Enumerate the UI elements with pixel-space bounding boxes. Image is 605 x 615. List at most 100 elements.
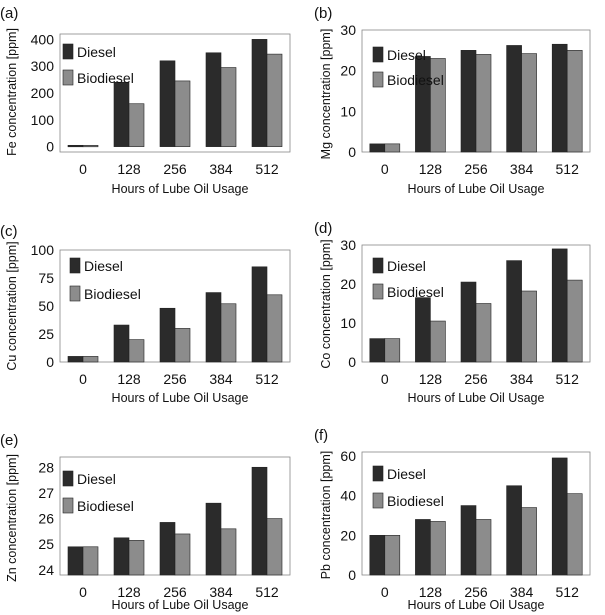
legend-swatch-diesel xyxy=(62,470,74,487)
y-tick-label: 100 xyxy=(31,112,55,128)
bar-biodiesel-256 xyxy=(174,328,191,363)
legend-swatch-diesel xyxy=(372,257,384,274)
x-tick-label: 0 xyxy=(79,584,87,600)
x-axis-title: Hours of Lube Oil Usage xyxy=(112,182,249,196)
y-tick-label: 0 xyxy=(46,139,54,155)
legend-label-diesel: Diesel xyxy=(77,471,116,487)
legend-swatch-diesel xyxy=(372,46,384,63)
bar-diesel-0 xyxy=(67,144,84,148)
x-tick-label: 256 xyxy=(163,371,187,387)
x-tick-label: 0 xyxy=(381,371,389,387)
y-axis-title: Pb concentration [ppm] xyxy=(319,451,333,580)
bar-biodiesel-128 xyxy=(430,521,446,576)
bar-diesel-256 xyxy=(460,281,477,363)
y-axis-title: Co concentration [ppm] xyxy=(319,239,333,368)
bar-diesel-0 xyxy=(369,338,386,363)
y-tick-label: 28 xyxy=(38,459,54,475)
panel-label: (c) xyxy=(0,223,18,240)
bar-biodiesel-0 xyxy=(384,535,401,576)
x-tick-label: 512 xyxy=(556,371,580,387)
bar-diesel-0 xyxy=(67,356,84,363)
x-tick-label: 256 xyxy=(464,161,488,177)
y-tick-label: 30 xyxy=(340,237,356,253)
chart-panel-f: (f) Pb concentration [ppm] 0 20 40 60 0 128 256 3… xyxy=(314,427,591,612)
legend-swatch-biodiesel xyxy=(62,69,74,86)
panel-label: (b) xyxy=(314,5,332,22)
bar-diesel-128 xyxy=(415,519,431,576)
bar-biodiesel-384 xyxy=(521,507,537,576)
bar-diesel-256 xyxy=(159,307,176,363)
x-tick-label: 256 xyxy=(464,584,488,600)
bar-diesel-512 xyxy=(251,39,268,147)
y-tick-label: 0 xyxy=(348,144,356,160)
y-tick-label: 25 xyxy=(38,326,54,342)
x-tick-label: 384 xyxy=(510,371,534,387)
bar-biodiesel-256 xyxy=(475,54,492,153)
legend-label-diesel: Diesel xyxy=(387,47,426,63)
y-axis-title: Fe concentration [ppm] xyxy=(5,28,19,156)
y-tick-label: 20 xyxy=(340,527,356,543)
x-tick-label: 128 xyxy=(419,584,443,600)
bar-diesel-512 xyxy=(551,248,568,363)
legend-label-biodiesel: Biodiesel xyxy=(387,493,444,509)
x-tick-label: 0 xyxy=(381,161,389,177)
bar-biodiesel-512 xyxy=(266,518,283,576)
x-axis-title: Hours of Lube Oil Usage xyxy=(112,391,249,405)
bar-biodiesel-512 xyxy=(566,50,583,153)
bar-diesel-0 xyxy=(369,535,386,576)
x-tick-label: 128 xyxy=(117,161,141,177)
x-tick-label: 128 xyxy=(419,371,443,387)
x-tick-label: 384 xyxy=(510,161,534,177)
legend-label-biodiesel: Biodiesel xyxy=(77,70,134,86)
bar-biodiesel-384 xyxy=(521,290,537,363)
bar-biodiesel-256 xyxy=(174,533,191,576)
x-tick-label: 384 xyxy=(209,584,233,600)
panel-label: (a) xyxy=(0,5,18,22)
bar-diesel-384 xyxy=(506,260,522,363)
bar-biodiesel-128 xyxy=(128,339,145,363)
bar-diesel-0 xyxy=(67,546,84,576)
bar-biodiesel-128 xyxy=(128,540,145,576)
x-tick-label: 128 xyxy=(419,161,443,177)
y-tick-label: 200 xyxy=(31,85,55,101)
y-tick-label: 20 xyxy=(340,63,356,79)
y-axis-title: Zn concentration [ppm] xyxy=(5,454,19,582)
panel-label: (e) xyxy=(0,432,18,449)
legend-label-diesel: Diesel xyxy=(387,258,426,274)
chart-panel-b: (b) Mg concentration [ppm] 0 10 20 30 0 128 256 3… xyxy=(314,5,591,196)
y-tick-label: 400 xyxy=(31,31,55,47)
y-tick-label: 10 xyxy=(340,315,356,331)
x-tick-label: 128 xyxy=(117,371,141,387)
bar-biodiesel-384 xyxy=(220,303,237,363)
legend-label-biodiesel: Biodiesel xyxy=(387,284,444,300)
bar-biodiesel-256 xyxy=(174,80,191,147)
x-axis-title: Hours of Lube Oil Usage xyxy=(408,391,545,405)
bar-biodiesel-0 xyxy=(82,546,99,576)
x-axis-title: Hours of Lube Oil Usage xyxy=(112,598,249,612)
y-tick-label: 75 xyxy=(38,270,54,286)
bar-biodiesel-384 xyxy=(521,53,537,153)
legend-label-biodiesel: Biodiesel xyxy=(84,286,141,302)
legend-label-diesel: Diesel xyxy=(77,44,116,60)
x-tick-label: 0 xyxy=(79,161,87,177)
y-tick-label: 30 xyxy=(340,22,356,38)
bar-diesel-512 xyxy=(551,457,568,576)
y-tick-label: 300 xyxy=(31,58,55,74)
legend-swatch-biodiesel xyxy=(69,285,81,302)
bar-biodiesel-0 xyxy=(82,356,99,363)
legend-swatch-diesel xyxy=(372,465,384,482)
bar-biodiesel-0 xyxy=(82,144,99,148)
x-tick-label: 384 xyxy=(209,371,233,387)
y-tick-label: 27 xyxy=(38,485,54,501)
legend-label-biodiesel: Biodiesel xyxy=(77,498,134,514)
x-tick-label: 512 xyxy=(255,584,279,600)
bar-diesel-0 xyxy=(369,143,386,153)
bar-biodiesel-384 xyxy=(220,528,237,576)
y-tick-label: 60 xyxy=(340,448,356,464)
bar-biodiesel-512 xyxy=(566,279,583,363)
bar-biodiesel-128 xyxy=(430,58,446,153)
y-tick-label: 25 xyxy=(38,536,54,552)
panel-label: (d) xyxy=(314,220,332,237)
chart-panel-e: (e) Zn concentration [ppm] 24 25 26 27 28 0 128 2… xyxy=(0,432,291,612)
